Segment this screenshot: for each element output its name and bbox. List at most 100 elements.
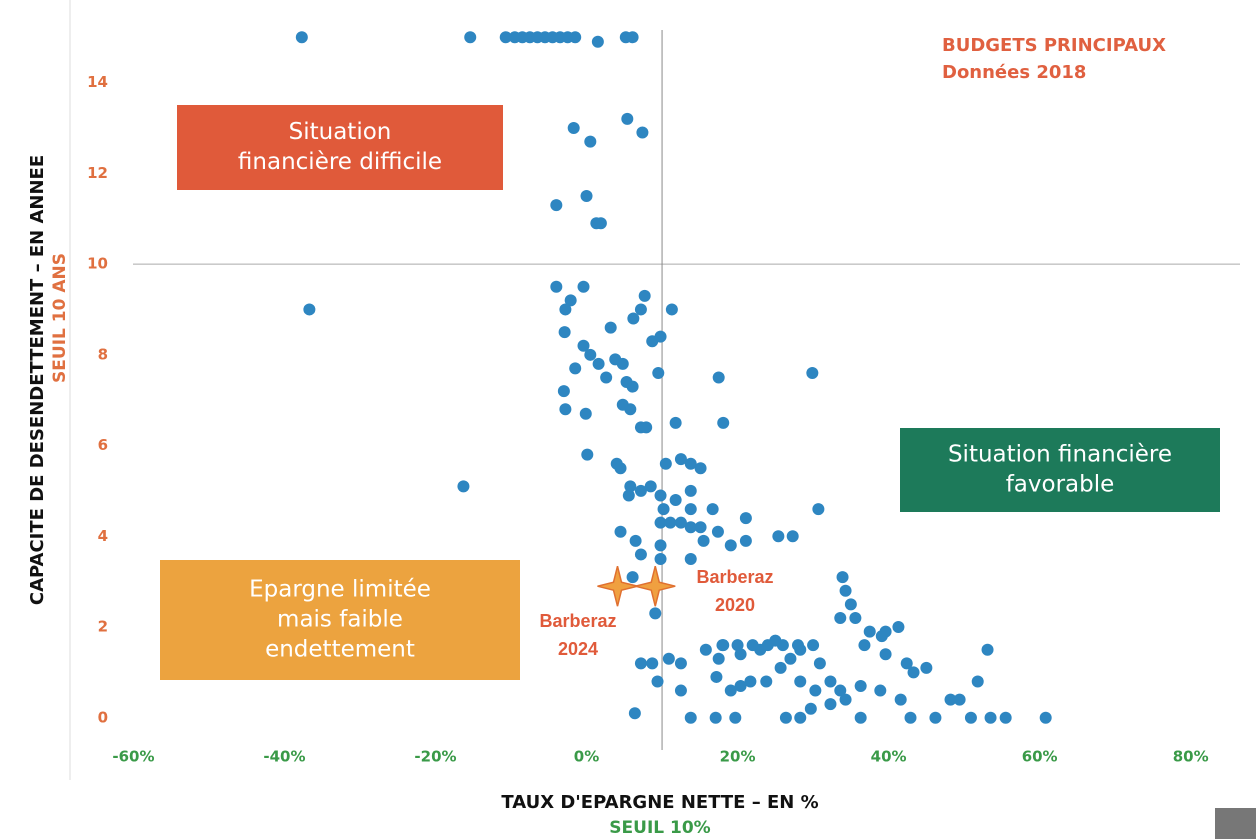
point (577, 280, 590, 293)
y-tick-label: 4 (98, 527, 108, 545)
point (569, 362, 582, 375)
highlight-label: 2024 (558, 639, 598, 659)
highlight-star (635, 566, 676, 607)
point (684, 457, 697, 470)
point (716, 639, 729, 652)
point (824, 675, 837, 688)
point (834, 611, 847, 624)
point (858, 639, 871, 652)
point (813, 657, 826, 670)
point (616, 357, 629, 370)
point (654, 330, 667, 343)
point (729, 711, 742, 724)
point (600, 371, 613, 384)
point (744, 675, 757, 688)
point (684, 552, 697, 565)
point (746, 639, 759, 652)
x-tick-label: -60% (112, 748, 154, 766)
point (634, 548, 647, 561)
point (636, 126, 649, 139)
point (900, 657, 913, 670)
x-tick-label: -40% (263, 748, 305, 766)
point (674, 684, 687, 697)
point (558, 326, 571, 339)
title: BUDGETS PRINCIPAUX (942, 35, 1166, 56)
point (806, 366, 819, 379)
point (854, 680, 867, 693)
point (567, 121, 580, 134)
annotation-box (900, 428, 1220, 512)
annotation-text: endettement (265, 637, 415, 663)
point (879, 648, 892, 661)
point (644, 480, 657, 493)
point (794, 711, 807, 724)
highlight-star (597, 566, 638, 607)
point (684, 711, 697, 724)
point (654, 539, 667, 552)
point (684, 503, 697, 516)
point (584, 348, 597, 361)
point (724, 684, 737, 697)
point (812, 503, 825, 516)
point (499, 31, 512, 44)
point (624, 403, 637, 416)
y-axis-label: CAPACITE DE DESENDETTEMENT – EN ANNEE (27, 155, 48, 605)
point (652, 366, 665, 379)
point (804, 702, 817, 715)
point (624, 480, 637, 493)
point (657, 503, 670, 516)
point (734, 648, 747, 661)
y-tick-label: 14 (87, 73, 108, 91)
point (664, 516, 677, 529)
x-tick-label: 20% (720, 748, 756, 766)
point (659, 457, 672, 470)
point (892, 621, 905, 634)
point (592, 357, 605, 370)
point (694, 521, 707, 534)
highlight-label: Barberaz (539, 611, 616, 631)
point (1039, 711, 1052, 724)
point (784, 652, 797, 665)
point (584, 135, 597, 148)
annotation-box (177, 105, 503, 190)
point (651, 675, 664, 688)
point (665, 303, 678, 316)
point (646, 657, 659, 670)
point (629, 534, 642, 547)
y-tick-label: 12 (87, 164, 108, 182)
annotation-text: financière difficile (238, 149, 442, 175)
annotation-text: Situation financière (948, 442, 1172, 468)
point (854, 711, 867, 724)
point (464, 31, 477, 44)
point (964, 711, 977, 724)
point (834, 684, 847, 697)
point (699, 643, 712, 656)
point (557, 385, 570, 398)
annotation-text: Situation (289, 119, 392, 145)
point (604, 321, 617, 334)
annotation-box (160, 560, 520, 680)
point (907, 666, 920, 679)
annotation-text: favorable (1006, 472, 1115, 498)
point (654, 516, 667, 529)
point (684, 484, 697, 497)
point (894, 693, 907, 706)
point (711, 525, 724, 538)
point (627, 312, 640, 325)
point (824, 698, 837, 711)
x-tick-label: -20% (414, 748, 456, 766)
point (564, 294, 577, 307)
point (614, 525, 627, 538)
point (559, 303, 572, 316)
x-tick-label: 40% (871, 748, 907, 766)
point (662, 652, 675, 665)
point (634, 303, 647, 316)
point (839, 584, 852, 597)
point (760, 675, 773, 688)
point (809, 684, 822, 697)
highlight-label: Barberaz (696, 567, 773, 587)
point (710, 670, 723, 683)
point (559, 403, 572, 416)
point (654, 552, 667, 565)
